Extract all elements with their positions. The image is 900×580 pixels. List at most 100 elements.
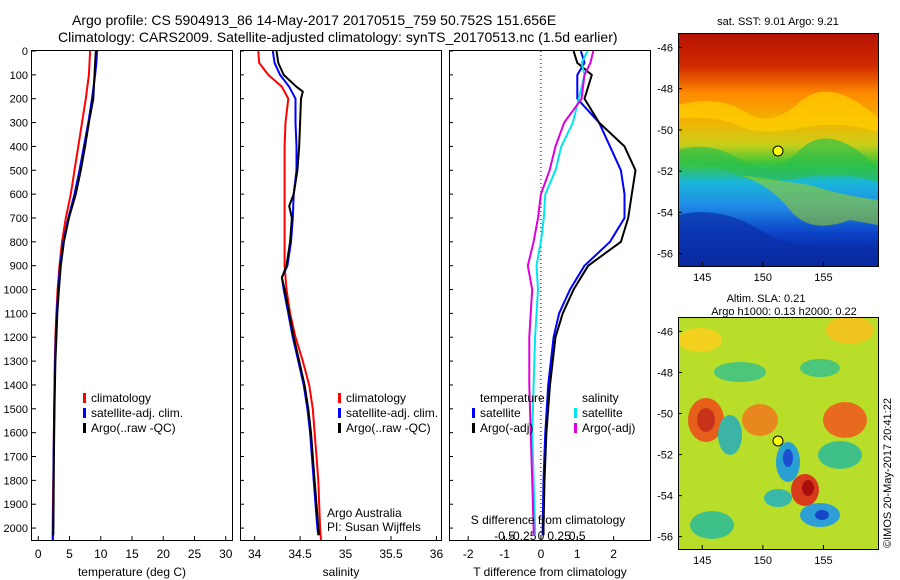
legend-head-temperature: temperature	[480, 391, 545, 405]
series-line-temperature-argo-adj	[542, 50, 637, 536]
map-y-tick-label: -46	[657, 326, 673, 338]
x-tick-label: 10	[94, 547, 108, 561]
difference-panel-frame	[449, 50, 651, 541]
x-tick-label: 1	[574, 547, 581, 561]
x-tick-label: 34	[248, 547, 262, 561]
legend-swatch-climatology	[83, 393, 86, 403]
difference-legend: temperature salinity satellite Argo(-adj…	[472, 391, 635, 435]
legend-swatch-s-argo	[574, 423, 577, 433]
s-diff-tick-label: 0.5	[569, 529, 586, 543]
sla-eddy	[718, 415, 742, 455]
legend-label-argo: Argo(..raw -QC)	[346, 421, 431, 435]
depth-tick-label: 900	[10, 261, 28, 273]
depth-tick-label: 1000	[4, 285, 28, 297]
s-diff-tick-label: 0.25	[547, 529, 571, 543]
depth-tick-label: 1100	[4, 308, 28, 320]
map-y-tick-label: -52	[657, 450, 673, 462]
legend-swatch-argo	[338, 423, 341, 433]
t-difference-x-axis: -2 -1 0 1 2	[463, 536, 617, 561]
map-y-tick-label: -54	[657, 491, 673, 503]
s-diff-tick-label: -0.5	[494, 529, 515, 543]
depth-tick-label: 700	[10, 213, 28, 225]
header-line2: Climatology: CARS2009. Satellite-adjuste…	[58, 29, 618, 45]
sla-eddy	[783, 449, 793, 467]
sla-eddy	[714, 362, 766, 382]
x-tick-label: 0	[35, 547, 42, 561]
legend-label-s-argo: Argo(-adj)	[582, 421, 635, 435]
header-line1: Argo profile: CS 5904913_86 14-May-2017 …	[72, 12, 556, 28]
depth-tick-label: 1900	[4, 499, 28, 511]
series-line-argo-raw-qc	[275, 50, 321, 536]
sst-map-frame	[678, 33, 879, 267]
map-y-tick-label: -56	[657, 249, 673, 261]
legend-label-climatology: climatology	[91, 391, 151, 405]
map-y-tick-label: -56	[657, 532, 673, 544]
legend-swatch-argo	[83, 423, 86, 433]
series-line-climatology	[257, 50, 322, 541]
legend-label-climatology: climatology	[346, 391, 406, 405]
legend-swatch-t-argo	[472, 423, 475, 433]
difference-series-group	[526, 50, 637, 536]
x-tick-label: 35	[339, 547, 353, 561]
sla-eddy	[690, 511, 734, 539]
sla-eddy	[826, 317, 874, 344]
sst-map-title: sat. SST: 9.01 Argo: 9.21	[717, 16, 839, 28]
legend-head-salinity: salinity	[582, 391, 619, 405]
temperature-x-label: temperature (deg C)	[78, 565, 186, 579]
x-tick-label: -1	[499, 547, 510, 561]
sla-map	[678, 317, 878, 549]
legend-label-argo: Argo(..raw -QC)	[91, 421, 176, 435]
inner-depth-ticks	[241, 50, 453, 529]
series-line-satellite-adj-clim	[271, 50, 320, 536]
legend-label-satellite: satellite-adj. clim.	[346, 406, 438, 420]
sla-eddy	[815, 510, 829, 520]
sst-y-axis: -46 -48 -50 -52 -54 -56	[657, 42, 682, 261]
map-y-tick-label: -46	[657, 42, 673, 54]
credit-pi: PI: Susan Wijffels	[327, 520, 421, 534]
temperature-legend: climatology satellite-adj. clim. Argo(..…	[83, 391, 183, 435]
map-y-tick-label: -54	[657, 207, 673, 219]
sst-map	[678, 33, 878, 266]
depth-tick-label: 2000	[4, 523, 28, 535]
x-tick-label: 34.5	[288, 547, 312, 561]
x-tick-label: -2	[463, 547, 474, 561]
sla-eddy	[818, 441, 862, 469]
imos-timestamp: ©IMOS 20-May-2017 20:41:22	[882, 398, 894, 548]
x-tick-label: 36	[430, 547, 444, 561]
legend-swatch-s-satellite	[574, 408, 577, 418]
map-y-tick-label: -52	[657, 166, 673, 178]
map-y-tick-label: -48	[657, 84, 673, 96]
depth-tick-label: 500	[10, 165, 28, 177]
map-x-tick-label: 150	[754, 272, 772, 284]
t-diff-x-label: T difference from climatology	[473, 565, 627, 579]
series-line-salinity-satellite	[531, 50, 589, 536]
map-y-tick-label: -48	[657, 367, 673, 379]
salinity-panel-frame	[240, 50, 442, 541]
sla-y-axis: -46 -48 -50 -52 -54 -56	[657, 326, 682, 544]
sla-eddy	[742, 404, 778, 436]
sla-eddy	[678, 328, 722, 352]
depth-tick-label: 1400	[4, 380, 28, 392]
sla-map-title1: Altim. SLA: 0.21	[727, 293, 806, 305]
x-tick-label: 0	[538, 547, 545, 561]
map-x-tick-label: 145	[693, 555, 711, 567]
depth-tick-label: 1800	[4, 475, 28, 487]
sla-argo-marker	[772, 435, 784, 447]
salinity-series-group	[257, 50, 322, 541]
depth-tick-label: 400	[10, 141, 28, 153]
map-y-tick-label: -50	[657, 125, 673, 137]
depth-tick-label: 800	[10, 237, 28, 249]
temperature-panel-frame	[31, 50, 233, 541]
series-line-satellite-adj-clim	[51, 50, 98, 541]
depth-tick-label: 0	[22, 46, 28, 58]
sla-eddy	[823, 402, 867, 438]
sla-map-title2: Argo h1000: 0.13 h2000: 0.22	[711, 306, 857, 318]
series-line-argo-raw-qc	[52, 50, 97, 536]
series-line-salinity-argo-adj	[526, 50, 595, 536]
s-diff-x-label: S difference from climatology	[471, 513, 626, 527]
depth-tick-label: 600	[10, 189, 28, 201]
credit-org: Argo Australia	[327, 506, 402, 520]
depth-tick-label: 1700	[4, 452, 28, 464]
sla-eddy	[764, 489, 792, 507]
